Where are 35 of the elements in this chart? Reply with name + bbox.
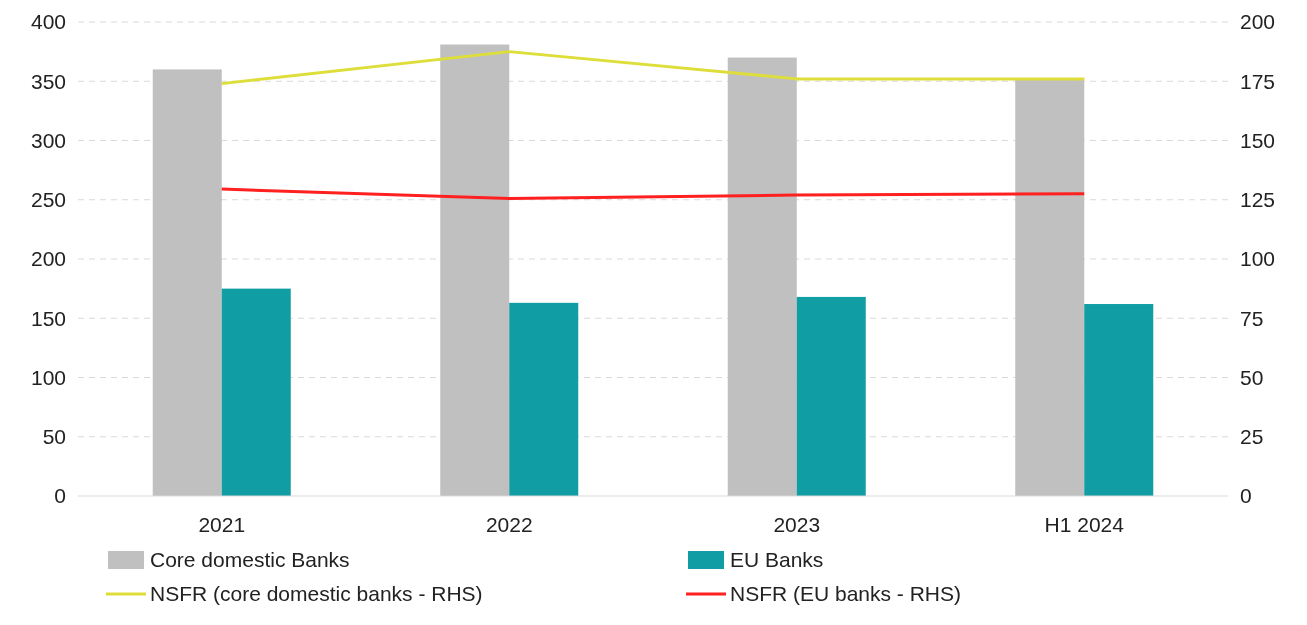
y2-tick-label: 150 [1240, 128, 1276, 152]
line-series [220, 187, 1086, 201]
bar [509, 302, 579, 496]
x-tick-label: H1 2024 [1044, 513, 1125, 536]
bar [1015, 78, 1085, 496]
y-tick-label: 200 [30, 247, 66, 271]
bar [440, 44, 510, 496]
bar [796, 296, 866, 496]
y2-tick-label: 125 [1240, 188, 1276, 212]
y-tick-label: 400 [30, 10, 66, 34]
legend-label: NSFR (EU banks - RHS) [730, 582, 962, 606]
y2-tick-label: 75 [1240, 306, 1264, 330]
y2-tick-label: 100 [1240, 247, 1276, 271]
y-tick-label: 300 [30, 128, 66, 152]
y2-tick-label: 25 [1240, 425, 1264, 449]
bar [1084, 304, 1154, 496]
y2-tick-label: 200 [1240, 10, 1276, 34]
bar [727, 57, 797, 496]
y-tick-label: 0 [54, 484, 66, 508]
y-tick-label: 250 [30, 188, 66, 212]
y-tick-label: 350 [30, 69, 66, 93]
legend-label: NSFR (core domestic banks - RHS) [150, 582, 483, 606]
y2-tick-label: 0 [1240, 484, 1252, 508]
bar [152, 69, 222, 496]
x-tick-label: 2022 [485, 513, 533, 536]
legend-label: Core domestic Banks [150, 548, 350, 572]
y-tick-label: 100 [30, 365, 66, 389]
y2-tick-label: 50 [1240, 365, 1264, 389]
y-tick-label: 50 [42, 425, 66, 449]
x-tick-label: 2021 [198, 513, 246, 536]
y-tick-label: 150 [30, 306, 66, 330]
bar [221, 288, 291, 496]
y2-tick-label: 175 [1240, 69, 1276, 93]
x-tick-label: 2023 [773, 513, 821, 536]
legend-label: EU Banks [730, 548, 824, 572]
